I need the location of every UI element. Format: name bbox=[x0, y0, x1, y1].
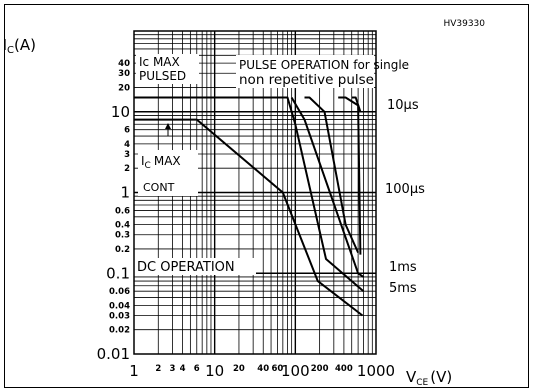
x-tick-label: 400 bbox=[335, 364, 353, 374]
annotation-pulse-2: non repetitive pulse bbox=[239, 72, 374, 88]
chart-frame: 0.01 0.02 0.03 0.04 0.06 0.1 0.2 0.3 0.4 0.6 1 2 3 4 6… bbox=[4, 4, 529, 388]
y-tick-label: 30 bbox=[118, 69, 130, 79]
x-axis-label: VCE (V) bbox=[406, 368, 452, 388]
x-tick-label: 10 bbox=[205, 362, 224, 380]
annotation-10us: 10μs bbox=[387, 98, 419, 113]
x-tick-label: 4 bbox=[180, 364, 186, 374]
label-background bbox=[383, 95, 423, 113]
y-axis-unit: (A) bbox=[14, 36, 36, 54]
x-tick-label: 200 bbox=[311, 364, 329, 374]
up-arrow-icon bbox=[165, 123, 171, 136]
y-tick-label: 10 bbox=[111, 103, 130, 121]
soa-chart: 0.010.020.030.040.060.10.20.30.40.612346… bbox=[5, 19, 485, 388]
y-tick-label: 0.4 bbox=[115, 221, 130, 231]
x-tick-label: 2 bbox=[155, 364, 161, 374]
x-axis-unit: (V) bbox=[430, 368, 452, 386]
x-tick-label: 40 bbox=[257, 364, 269, 374]
label-background bbox=[381, 179, 437, 197]
y-tick-label: 6 bbox=[124, 126, 130, 136]
x-tick-label: 6 bbox=[194, 364, 200, 374]
y-axis-label: IC(A) bbox=[5, 36, 36, 56]
y-tick-label: 0.6 bbox=[115, 206, 130, 216]
y-tick-label: 4 bbox=[124, 140, 130, 150]
y-tick-label: 0.02 bbox=[109, 326, 130, 336]
y-tick-label: 0.3 bbox=[115, 231, 130, 241]
plot-border bbox=[133, 30, 377, 355]
y-tick-label: 0.1 bbox=[106, 264, 130, 282]
annotation-5ms: 5ms bbox=[389, 281, 417, 296]
y-tick-label: 0.03 bbox=[109, 311, 130, 321]
chart-code: HV39330 bbox=[443, 19, 485, 29]
x-tick-label: 100 bbox=[281, 362, 310, 380]
svg-text:VCE(V): VCE (V) bbox=[406, 368, 452, 388]
y-axis-sub: C bbox=[7, 45, 14, 56]
x-tick-label: 3 bbox=[170, 364, 176, 374]
label-background bbox=[236, 55, 374, 88]
y-tick-label: 3 bbox=[124, 150, 130, 160]
y-tick-label: 0.06 bbox=[109, 287, 130, 297]
annotation-ic-max-cont-letter: I bbox=[141, 154, 145, 168]
annotation-ic-max-cont-2: CONT bbox=[143, 181, 175, 194]
x-tick-label: 1 bbox=[129, 362, 139, 380]
annotation-pulse-1: PULSE OPERATION for single bbox=[239, 58, 409, 72]
annotation-ic-max-pulsed-1: Ic MAX bbox=[139, 55, 180, 69]
y-tick-label: 20 bbox=[118, 83, 130, 93]
soa-curves bbox=[134, 96, 365, 317]
x-axis-letter: V bbox=[406, 368, 417, 386]
y-tick-label: 0.01 bbox=[97, 345, 130, 363]
x-tick-label: 20 bbox=[233, 364, 245, 374]
soa-curve-6 bbox=[351, 96, 362, 113]
soa-curve-4 bbox=[304, 96, 360, 254]
y-tick-label: 0.04 bbox=[109, 301, 130, 311]
annotation-1ms: 1ms bbox=[389, 260, 417, 275]
y-tick-label: 1 bbox=[120, 184, 130, 202]
x-tick-label: 1000 bbox=[357, 362, 395, 380]
label-background bbox=[385, 257, 419, 295]
y-axis-letter: I bbox=[5, 36, 7, 54]
soa-curve-2 bbox=[134, 96, 365, 292]
annotation-ic-max-pulsed-2: PULSED bbox=[139, 69, 186, 83]
label-background bbox=[138, 150, 198, 196]
tick-labels: 0.010.020.030.040.060.10.20.30.40.612346… bbox=[97, 59, 396, 380]
annotation-100us: 100μs bbox=[385, 182, 425, 197]
y-tick-label: 40 bbox=[118, 59, 130, 69]
annotation-ic-max-cont: IC MAX CONT bbox=[141, 154, 181, 194]
soa-curve-1 bbox=[134, 118, 364, 317]
soa-curve-3 bbox=[290, 96, 365, 278]
label-background bbox=[134, 258, 256, 275]
svg-text:IC(A): IC(A) bbox=[5, 36, 36, 56]
y-tick-label: 0.2 bbox=[115, 245, 130, 255]
soa-curve-5 bbox=[338, 96, 362, 255]
y-tick-label: 2 bbox=[124, 164, 130, 174]
annotation-dc-operation: DC OPERATION bbox=[137, 260, 235, 275]
x-axis-sub: CE bbox=[416, 378, 428, 388]
annotation-ic-max-cont-rest: MAX bbox=[154, 154, 181, 168]
x-tick-label: 60 bbox=[272, 364, 284, 374]
annotation-ic-max-cont-sub: C bbox=[145, 161, 151, 171]
label-background bbox=[136, 54, 199, 84]
